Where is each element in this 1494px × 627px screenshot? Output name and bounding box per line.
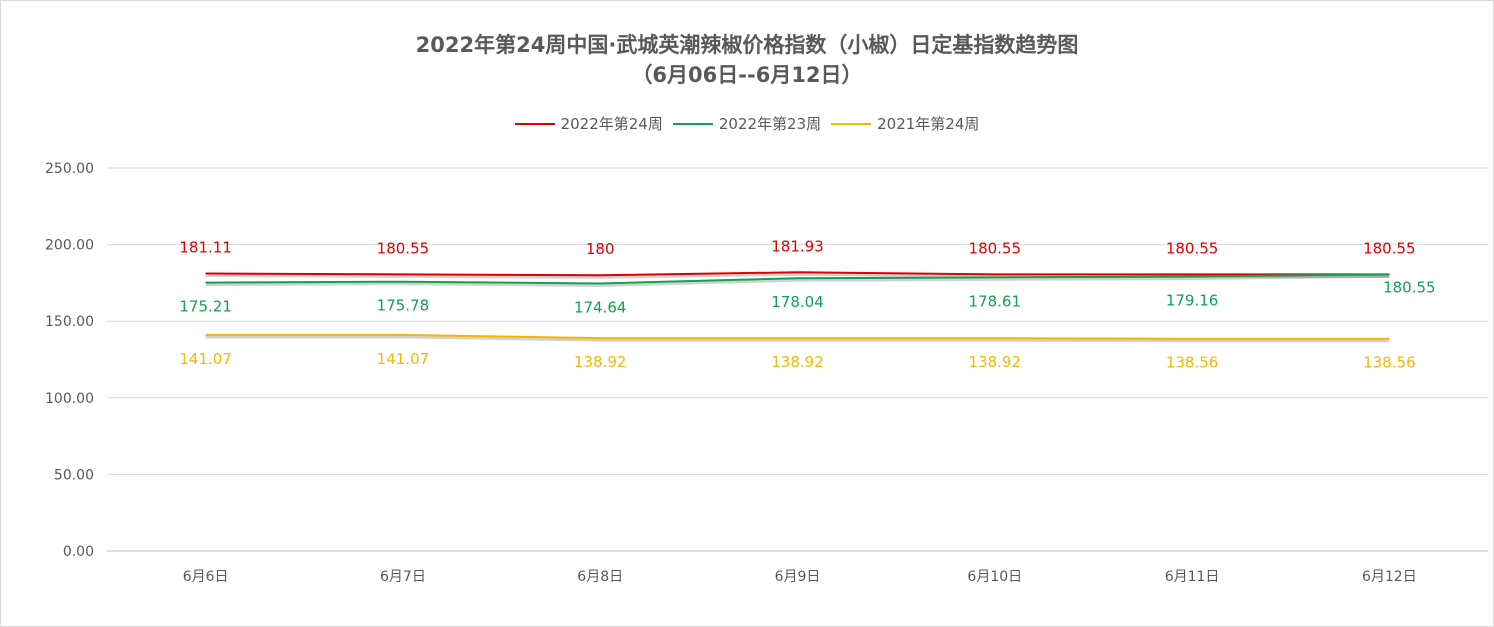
- legend-item-series-1: 2022年第23周: [672, 113, 822, 134]
- chart-legend: 2022年第24周 2022年第23周 2021年第24周: [0, 113, 1494, 134]
- x-tick-label: 6月10日: [967, 569, 1022, 585]
- x-tick-label: 6月9日: [775, 569, 821, 585]
- data-label: 141.07: [377, 350, 430, 368]
- y-tick-label: 150.00: [45, 314, 94, 330]
- series-line: [205, 271, 1390, 277]
- data-label: 180.55: [1383, 278, 1436, 296]
- data-label: 179.16: [1166, 292, 1219, 310]
- x-tick-label: 6月8日: [577, 569, 623, 585]
- data-label: 180.55: [1363, 239, 1416, 257]
- data-label: 178.04: [771, 293, 824, 311]
- data-label: 180.55: [969, 239, 1022, 257]
- data-label: 181.11: [179, 239, 232, 257]
- legend-swatch-series-1: [672, 122, 713, 125]
- data-label: 180.55: [377, 239, 430, 257]
- x-tick-label: 6月6日: [183, 569, 229, 585]
- y-tick-label: 200.00: [45, 238, 94, 254]
- series-line-shadow: [205, 335, 1390, 343]
- data-label: 138.92: [969, 353, 1022, 371]
- data-label: 175.21: [179, 298, 232, 316]
- data-label: 141.07: [179, 350, 232, 368]
- data-label: 181.93: [771, 237, 824, 255]
- data-label: 178.61: [969, 292, 1022, 310]
- legend-swatch-series-2: [831, 122, 872, 125]
- y-tick-label: 50.00: [54, 467, 94, 483]
- legend-swatch-series-0: [514, 122, 555, 125]
- data-label: 138.92: [771, 353, 824, 371]
- y-tick-label: 250.00: [45, 161, 94, 177]
- y-tick-label: 100.00: [45, 391, 94, 407]
- chart-title: 2022年第24周中国·武城英潮辣椒价格指数（小椒）日定基指数趋势图: [415, 33, 1079, 57]
- x-tick-label: 6月11日: [1165, 569, 1220, 585]
- legend-label-series-2: 2021年第24周: [877, 115, 980, 133]
- data-label: 175.78: [377, 297, 430, 315]
- chart-subtitle: （6月06日--6月12日）: [631, 63, 863, 87]
- legend-item-series-0: 2022年第24周: [514, 113, 663, 134]
- series-line-shadow: [205, 274, 1390, 287]
- legend-item-series-2: 2021年第24周: [831, 113, 979, 134]
- y-tick-label: 0.00: [63, 544, 94, 560]
- data-label: 180: [586, 240, 615, 258]
- data-label: 138.56: [1166, 354, 1219, 372]
- data-label: 138.92: [574, 353, 627, 371]
- x-tick-label: 6月12日: [1362, 569, 1417, 585]
- legend-label-series-0: 2022年第24周: [560, 115, 663, 133]
- series-line: [205, 333, 1390, 340]
- data-label: 180.55: [1166, 239, 1219, 257]
- series-line: [205, 273, 1390, 285]
- data-label: 138.56: [1363, 354, 1416, 372]
- legend-label-series-1: 2022年第23周: [718, 115, 822, 133]
- data-label: 174.64: [574, 298, 627, 316]
- x-tick-label: 6月7日: [380, 569, 426, 585]
